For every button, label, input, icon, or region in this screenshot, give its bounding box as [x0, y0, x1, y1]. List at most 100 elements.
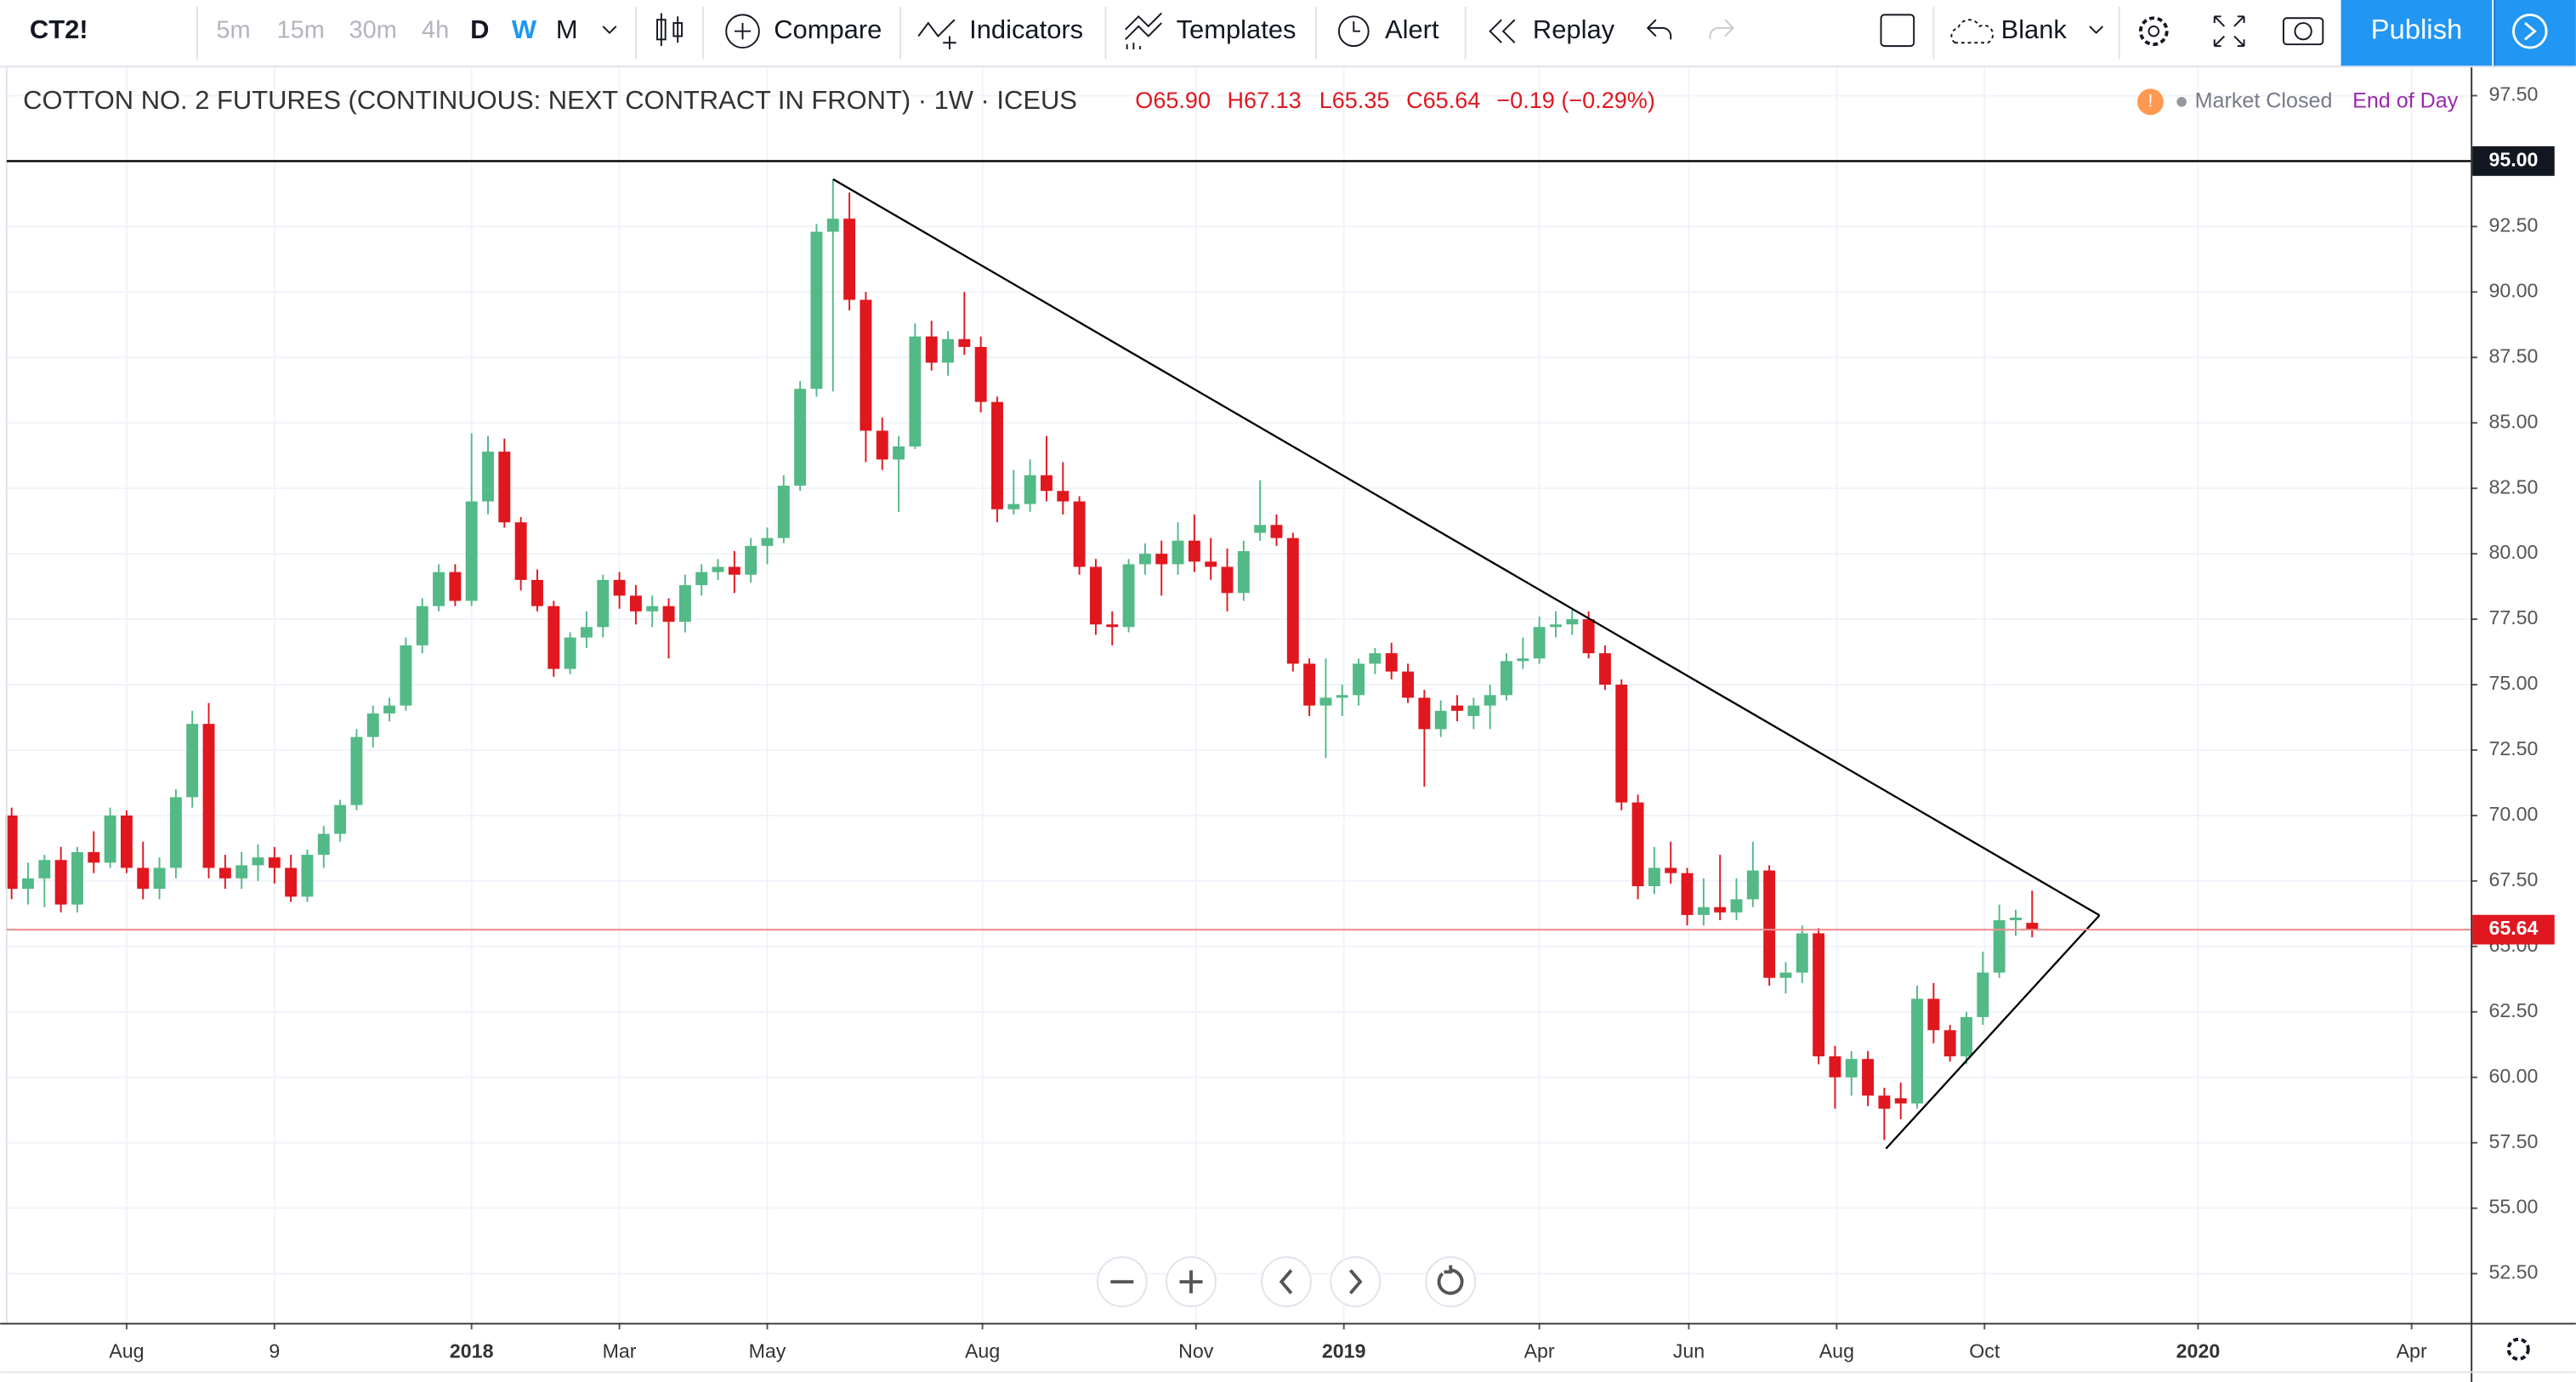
- scroll-right-icon[interactable]: [1348, 1269, 1363, 1294]
- candle-body: [235, 865, 248, 879]
- candle-body: [285, 867, 298, 897]
- interval[interactable]: M: [556, 14, 578, 44]
- interval[interactable]: W: [512, 14, 537, 44]
- candle-body: [2026, 923, 2039, 930]
- y-tick-label: 87.50: [2488, 344, 2538, 367]
- x-tick-label: 2020: [2176, 1339, 2221, 1362]
- alert-icon[interactable]: [1337, 15, 1370, 48]
- candle-body: [991, 401, 1003, 509]
- dropdown-icon[interactable]: [2089, 26, 2104, 35]
- candle-body: [564, 637, 576, 669]
- candle-body: [1073, 501, 1086, 567]
- zoom-in-icon[interactable]: [1179, 1270, 1203, 1294]
- candle-body: [54, 860, 67, 905]
- interval[interactable]: D: [470, 14, 489, 44]
- candle-body: [876, 430, 888, 460]
- candle-body: [531, 579, 543, 606]
- interval[interactable]: 30m: [349, 16, 397, 43]
- candle-body: [1993, 920, 2006, 973]
- templates-button[interactable]: Templates: [1177, 14, 1297, 44]
- dropdown-icon[interactable]: [602, 26, 617, 35]
- y-tick-label: 60.00: [2488, 1065, 2538, 1087]
- compare-button[interactable]: Compare: [774, 14, 882, 44]
- candle-body: [1434, 710, 1447, 730]
- candle-body: [1665, 867, 1677, 873]
- candle-body: [597, 579, 610, 628]
- publish-label[interactable]: Publish: [2371, 13, 2463, 44]
- y-tick-label: 62.50: [2488, 999, 2538, 1021]
- y-tick-label: 72.50: [2488, 737, 2538, 759]
- ohlc-label: H67.13: [1228, 88, 1302, 113]
- change-label: −0.19 (−0.29%): [1496, 88, 1654, 113]
- scroll-left-button[interactable]: [1261, 1256, 1313, 1308]
- publish-button[interactable]: [2341, 0, 2493, 66]
- candle-body: [925, 336, 938, 363]
- axis-settings-icon[interactable]: [2506, 1337, 2530, 1361]
- candle-body: [38, 860, 51, 879]
- symbol[interactable]: CT2!: [30, 14, 88, 44]
- templates-icon[interactable]: [1125, 12, 1162, 49]
- fullscreen-icon[interactable]: [2213, 15, 2245, 48]
- layout-name[interactable]: Blank: [2001, 14, 2068, 44]
- candle-body: [268, 857, 281, 868]
- candle-body: [1631, 802, 1644, 887]
- plot-area: [5, 67, 2471, 1323]
- price-label: 65.64: [2488, 917, 2538, 939]
- settings-icon[interactable]: [2138, 16, 2169, 47]
- alert-icon[interactable]: [1353, 21, 1361, 32]
- candle-body: [662, 606, 675, 623]
- alert-button[interactable]: Alert: [1385, 14, 1439, 44]
- play-icon[interactable]: [2511, 13, 2548, 49]
- interval[interactable]: 4h: [422, 16, 449, 43]
- compare-icon[interactable]: [734, 23, 752, 40]
- replay-icon[interactable]: [1489, 19, 1516, 43]
- candle-body: [1138, 554, 1151, 565]
- candle-body: [416, 606, 428, 646]
- interval[interactable]: 15m: [277, 16, 325, 43]
- candle-body: [1188, 540, 1200, 562]
- undo-icon[interactable]: [1646, 19, 1672, 40]
- warning-icon[interactable]: [2136, 88, 2164, 116]
- scroll-right-button[interactable]: [1330, 1256, 1382, 1308]
- play-icon[interactable]: [2524, 21, 2537, 41]
- x-tick-label: Apr: [2397, 1339, 2427, 1362]
- navigation-controls: [1096, 1256, 1477, 1308]
- interval[interactable]: 5m: [216, 16, 250, 43]
- candle-body: [745, 545, 757, 575]
- candle-body: [1681, 873, 1694, 915]
- reset-icon[interactable]: [1437, 1265, 1464, 1295]
- candle-body: [301, 855, 314, 897]
- trend-line[interactable]: [832, 178, 2101, 917]
- y-tick-label: 82.50: [2488, 475, 2538, 498]
- settings-icon[interactable]: [2148, 25, 2160, 37]
- candle-body: [1582, 619, 1595, 654]
- snapshot-icon[interactable]: [2294, 22, 2312, 41]
- play-button[interactable]: [2494, 0, 2576, 66]
- x-tick-label: Nov: [1178, 1339, 1214, 1362]
- warning-icon[interactable]: !: [2148, 90, 2153, 111]
- replay-button[interactable]: Replay: [1533, 14, 1615, 44]
- candle-body: [1829, 1056, 1841, 1078]
- candle-body: [120, 815, 133, 868]
- indicators-button[interactable]: Indicators: [969, 14, 1083, 44]
- candle-body: [1270, 525, 1283, 538]
- y-tick-label: 85.00: [2488, 410, 2538, 432]
- scroll-left-icon[interactable]: [1279, 1269, 1293, 1294]
- chart-type-icon[interactable]: [656, 13, 683, 47]
- reset-button[interactable]: [1425, 1256, 1477, 1308]
- candle-body: [498, 452, 511, 523]
- x-tick-label: Oct: [1969, 1339, 2000, 1362]
- candle-body: [580, 627, 593, 638]
- redo-icon[interactable]: [1709, 19, 1734, 40]
- candle-body: [1813, 933, 1825, 1057]
- layout-icon[interactable]: [1880, 14, 1915, 48]
- x-tick-label: 2019: [1322, 1339, 1366, 1362]
- trend-line[interactable]: [1885, 914, 2101, 1150]
- candle-body: [712, 566, 724, 572]
- y-tick-label: 55.00: [2488, 1196, 2538, 1218]
- toolbar: [0, 0, 2576, 66]
- indicators-icon[interactable]: [917, 19, 956, 49]
- snapshot-icon[interactable]: [2282, 17, 2324, 46]
- compare-icon[interactable]: [725, 14, 760, 49]
